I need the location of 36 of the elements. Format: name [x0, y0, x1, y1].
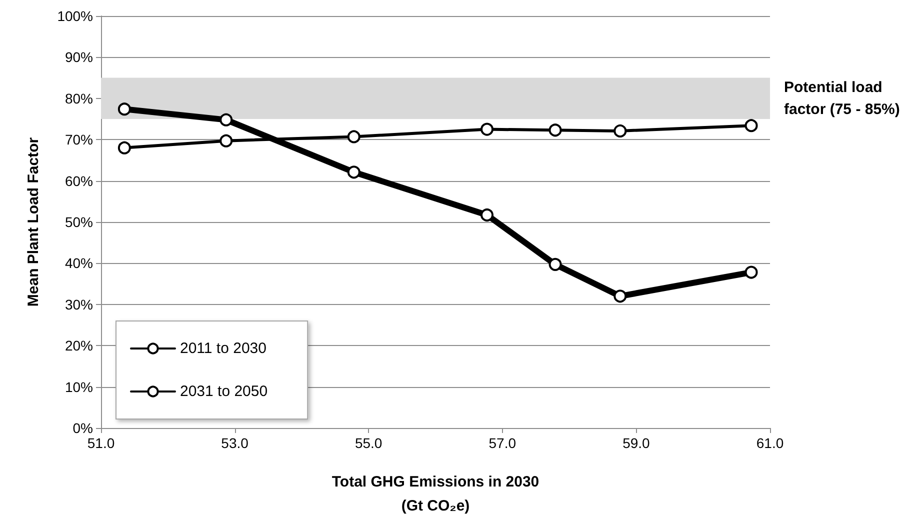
point — [614, 124, 627, 138]
point — [548, 124, 562, 137]
x-axis-title: Total GHG Emissions in 2030 (Gt CO₂e) — [332, 474, 540, 514]
y-tick-label: 0% — [72, 420, 93, 436]
x-tick-label: 51.0 — [87, 435, 115, 451]
y-tick-label: 20% — [64, 338, 93, 354]
point — [744, 119, 758, 132]
y-tick-label: 80% — [64, 90, 93, 106]
x-tick-label: 61.0 — [756, 435, 784, 451]
point — [347, 130, 360, 144]
point — [480, 122, 494, 136]
point — [548, 258, 562, 271]
point — [118, 102, 131, 116]
y-tick-label: 50% — [64, 214, 93, 230]
point — [220, 113, 233, 126]
point — [744, 266, 758, 279]
y-tick-label: 10% — [64, 378, 93, 395]
y-tick-label: 70% — [64, 132, 93, 148]
x-tick-label: 57.0 — [488, 435, 516, 451]
y-tick-label: 100% — [57, 8, 93, 24]
band-label: Potential load factor (75 - 85%) — [784, 78, 900, 118]
legend-label: 2011 to 2030 — [180, 340, 266, 357]
x-tick-label: 55.0 — [354, 435, 382, 451]
legend-label: 2031 to 2050 — [180, 383, 268, 400]
point — [614, 290, 627, 303]
x-tick-label: 53.0 — [221, 435, 249, 451]
x-tick-label: 59.0 — [622, 435, 650, 451]
point — [118, 141, 131, 154]
y-axis-title: Mean Plant Load Factor — [25, 137, 42, 307]
point — [347, 166, 360, 179]
y-tick-label: 90% — [64, 49, 93, 66]
point — [480, 208, 494, 222]
y-tick-label: 30% — [64, 296, 93, 312]
y-tick-label: 40% — [64, 255, 93, 272]
y-tick-label: 60% — [64, 172, 93, 189]
point — [220, 134, 233, 148]
